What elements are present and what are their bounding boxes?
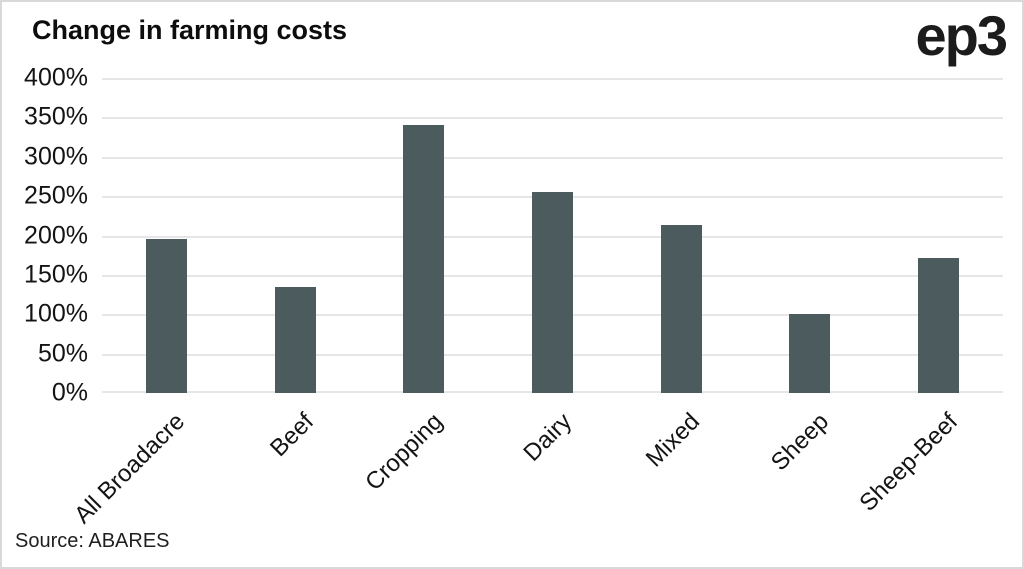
x-tick-label-sheep-beef: Sheep-Beef	[854, 408, 963, 517]
bar-beef	[274, 287, 316, 393]
bar-dairy	[532, 192, 573, 393]
chart-title: Change in farming costs	[32, 15, 348, 45]
bar-cropping	[403, 125, 445, 393]
y-tick-label-300: 300%	[24, 142, 88, 171]
y-tick-label-0: 0%	[51, 378, 88, 407]
y-tick-label-350: 350%	[24, 102, 88, 131]
x-tick-label-sheep: Sheep	[765, 408, 835, 477]
bar-all-broadacre	[145, 239, 187, 393]
bar-sheep	[789, 314, 831, 393]
bar-sheep-beef	[918, 258, 960, 393]
y-tick-label-50: 50%	[37, 338, 88, 367]
x-tick-label-all-broadacre: All Broadacre	[69, 408, 191, 529]
y-tick-label-200: 200%	[24, 220, 88, 249]
x-tick-label-dairy: Dairy	[517, 408, 577, 467]
x-tick-label-mixed: Mixed	[640, 408, 706, 473]
y-tick-label-400: 400%	[24, 63, 88, 92]
bar-mixed	[660, 225, 702, 393]
x-tick-label-beef: Beef	[265, 408, 320, 463]
plot-area	[102, 78, 1003, 393]
x-tick-label-cropping: Cropping	[359, 408, 448, 496]
gridline-300	[102, 156, 1003, 159]
y-tick-label-150: 150%	[24, 260, 88, 289]
gridline-350	[102, 117, 1003, 120]
y-tick-label-100: 100%	[24, 299, 88, 328]
ep3-logo: ep3	[915, 4, 1008, 67]
y-tick-label-250: 250%	[24, 181, 88, 210]
gridline-400	[102, 78, 1003, 80]
source-note: Source: ABARES	[15, 530, 170, 552]
